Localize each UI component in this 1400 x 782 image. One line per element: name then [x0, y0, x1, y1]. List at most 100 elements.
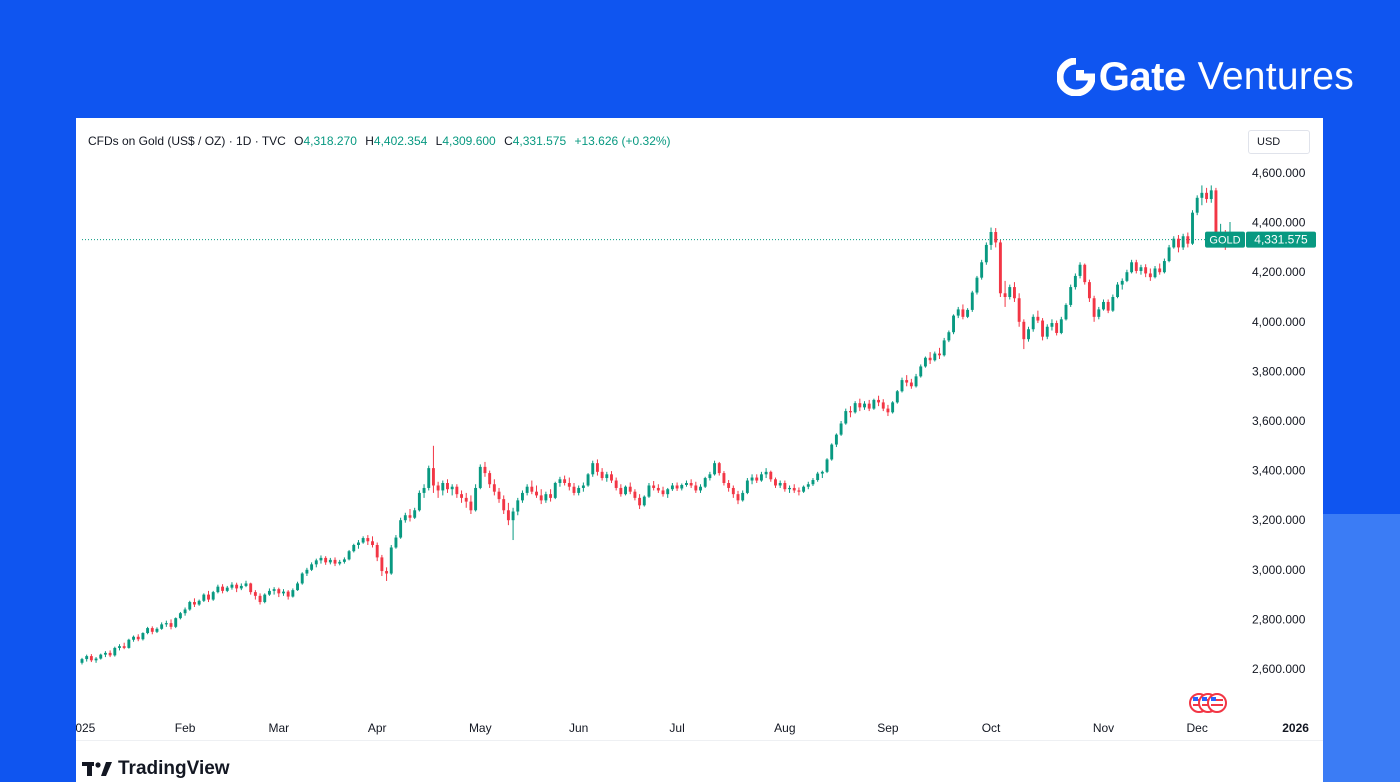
candle-body	[1073, 275, 1077, 288]
candle-body	[305, 569, 309, 574]
candle-body	[558, 479, 562, 483]
candle-body	[1172, 238, 1176, 248]
candle-body	[914, 376, 918, 387]
candle-body	[1205, 192, 1209, 200]
y-tick-label: 3,200.000	[1252, 513, 1306, 527]
candle-body	[661, 490, 665, 495]
candle-body	[197, 600, 201, 605]
high-label: H	[365, 134, 374, 148]
candle-body	[230, 584, 234, 588]
flag-us-icon[interactable]	[1189, 693, 1227, 713]
candle-body	[253, 592, 257, 596]
candle-body	[877, 399, 881, 403]
candle-body	[666, 489, 670, 495]
candlestick-chart[interactable]: 4,600.000 4,400.000 4,200.000 4,000.000 3,80…	[76, 118, 1323, 740]
brand-subtitle: Ventures	[1197, 55, 1354, 98]
candle-body	[286, 591, 290, 597]
candle-body	[1036, 316, 1040, 321]
candle-body	[492, 484, 496, 492]
candle-body	[300, 573, 304, 584]
candle-body	[347, 551, 351, 560]
candle-body	[141, 633, 145, 640]
candle-body	[933, 353, 937, 361]
candle-body	[1186, 236, 1190, 244]
candle-body	[108, 652, 112, 656]
y-tick-label: 3,000.000	[1252, 563, 1306, 577]
x-tick-label: 2025	[76, 721, 96, 735]
candle-body	[235, 584, 239, 589]
candle-body	[699, 486, 702, 491]
candle-body	[970, 292, 974, 310]
candle-body	[895, 391, 899, 403]
candle-body	[328, 559, 332, 563]
candle-body	[919, 366, 923, 377]
candle-body	[624, 486, 627, 495]
candle-body	[333, 559, 337, 564]
candle-body	[249, 583, 253, 593]
low-value: 4,309.600	[442, 134, 496, 148]
candle-body	[792, 487, 796, 491]
candle-body	[80, 659, 84, 663]
candle-body	[1111, 297, 1115, 311]
candle-body	[1041, 320, 1045, 337]
candle-body	[1191, 212, 1194, 244]
candle-body	[989, 232, 993, 245]
candle-body	[1214, 190, 1218, 238]
candle-body	[464, 497, 468, 502]
candle-body	[413, 510, 417, 518]
price-tag-value-bg	[1246, 231, 1316, 248]
candle-body	[469, 501, 473, 511]
candle-body	[891, 402, 895, 413]
gate-logo-icon	[1056, 58, 1095, 96]
candle-body	[221, 586, 225, 591]
candle-body	[319, 557, 323, 561]
candle-body	[324, 557, 328, 563]
candle-body	[863, 403, 866, 408]
candle-body	[549, 494, 553, 498]
candle-body	[685, 483, 688, 485]
candle-body	[1013, 287, 1016, 299]
candle-body	[155, 628, 159, 632]
x-tick-label: Sep	[877, 721, 899, 735]
candle-body	[605, 474, 609, 479]
tradingview-logo-text: TradingView	[118, 758, 230, 779]
symbol-description[interactable]: CFDs on Gold (US$ / OZ) · 1D · TVC	[88, 134, 286, 148]
currency-button[interactable]: USD	[1248, 130, 1310, 154]
open-label: O	[294, 134, 304, 148]
candle-body	[591, 463, 595, 475]
x-tick-label: Mar	[268, 721, 289, 735]
candle-body	[1022, 321, 1026, 340]
candle-body	[802, 486, 806, 492]
candle-body	[488, 473, 492, 485]
candle-body	[708, 474, 712, 479]
candle-body	[282, 591, 285, 594]
candle-body	[225, 587, 229, 591]
tradingview-logo[interactable]: TradingView	[82, 758, 230, 780]
close-label: C	[504, 134, 513, 148]
candle-body	[1120, 280, 1124, 285]
candle-body	[689, 483, 693, 486]
candle-body	[652, 485, 656, 488]
candle-body	[1130, 262, 1134, 273]
candle-body	[160, 624, 164, 629]
candle-body	[441, 483, 445, 491]
candle-body	[1027, 329, 1030, 340]
price-tag-symbol: GOLD	[1209, 235, 1240, 247]
candle-body	[1195, 197, 1199, 213]
candle-body	[764, 471, 768, 475]
candle-body	[216, 586, 220, 593]
candle-body	[1050, 323, 1054, 327]
candle-body	[811, 480, 815, 485]
candle-body	[656, 487, 660, 491]
candle-body	[352, 545, 356, 552]
y-tick-label: 4,400.000	[1252, 216, 1306, 230]
x-tick-label: May	[469, 721, 492, 735]
candle-body	[595, 463, 599, 472]
candle-body	[211, 592, 215, 600]
candle-body	[1116, 284, 1119, 297]
y-tick-label: 4,000.000	[1252, 315, 1306, 329]
candle-body	[745, 480, 749, 493]
candle-body	[998, 242, 1002, 294]
candle-body	[1059, 319, 1063, 333]
candle-body	[455, 486, 459, 495]
